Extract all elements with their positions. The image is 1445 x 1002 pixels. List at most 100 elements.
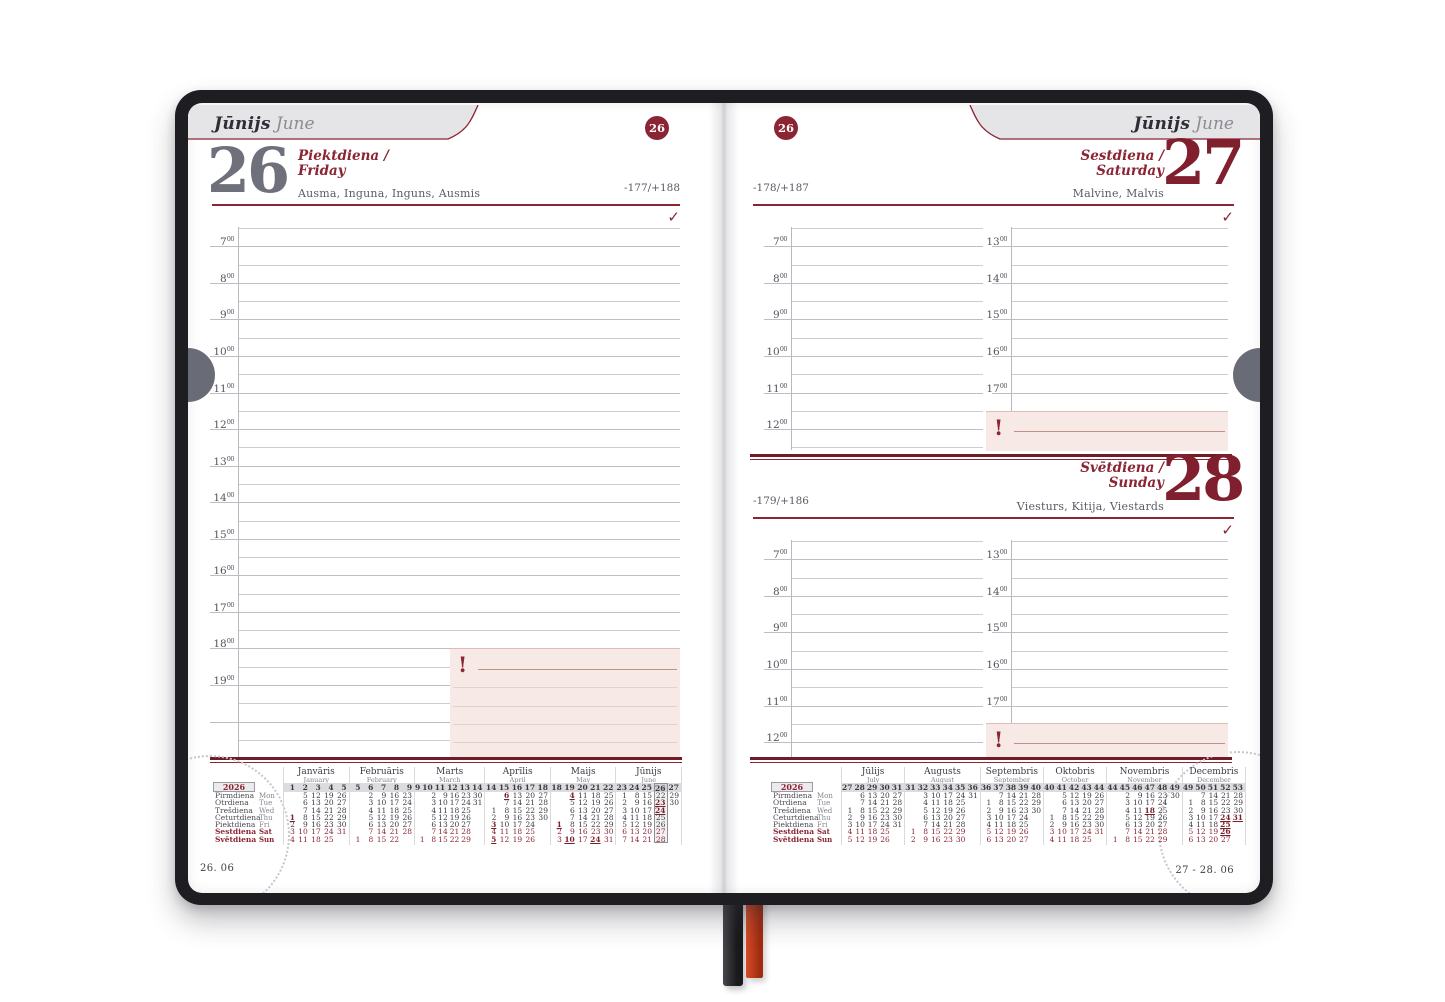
grid-line	[210, 721, 680, 723]
hour-label: 1500	[213, 527, 234, 541]
hour-label: 1100	[213, 381, 234, 395]
weekday-row: Otrdiena Tue	[773, 798, 831, 808]
hour-label: 700	[773, 548, 787, 562]
section-rule	[750, 761, 1232, 763]
hour-label: 1000	[213, 345, 234, 358]
grid-line	[791, 723, 983, 725]
day-divider	[753, 204, 1234, 206]
sun-info: -179/+186	[753, 495, 809, 507]
hour-label: 1300	[986, 548, 1007, 562]
diary-cover: Jūnijs June 26 26 Piektdiena / Friday Aus…	[175, 90, 1273, 905]
weekday-row: Sestdiena Sat	[215, 827, 272, 837]
section-rule	[750, 757, 1232, 760]
mini-month: Novembris November 44 45 46 47 48 49 2 9 16 23 30 3 10…	[1106, 767, 1182, 845]
grid-line	[992, 246, 1228, 248]
grid-line	[1011, 687, 1228, 689]
grid-line	[764, 392, 983, 394]
grid-line	[1011, 301, 1228, 303]
grid-line	[210, 429, 680, 431]
weekday-row: Pirmdiena Mon	[773, 791, 833, 800]
grid-line	[764, 246, 983, 248]
grid-rule	[1011, 227, 1012, 411]
hour-label: 900	[220, 308, 234, 322]
note-line	[1014, 431, 1225, 432]
mini-month: Jūlijs July 27 28 29 30 31 6 13 20 27 7 14 21 28 1 8 15 22…	[841, 767, 905, 845]
grid-line	[210, 611, 680, 613]
hour-label: 700	[773, 235, 787, 249]
weekday-label: Piektdiena / Friday	[298, 149, 389, 179]
weekday-row: Trešdiena Wed	[215, 805, 275, 815]
grid-line	[238, 520, 680, 522]
hour-label: 1100	[766, 381, 787, 395]
note-line	[453, 687, 677, 689]
hour-label: 1000	[766, 345, 787, 358]
weekday-row: Otrdiena Tue	[215, 798, 273, 808]
grid-line	[992, 392, 1228, 394]
grid-rule	[791, 227, 792, 450]
grid-line	[992, 282, 1228, 284]
hour-label: 1600	[986, 658, 1007, 671]
month-banner	[969, 105, 1260, 140]
notes-highlight: !	[986, 411, 1228, 451]
month-banner	[188, 105, 479, 140]
mini-calendar-labels: 2026 Pirmdiena Mon Otrdiena Tue Trešdiena Wed C…	[768, 767, 841, 845]
check-icon: ✓	[667, 208, 680, 226]
day-number: 27	[1162, 126, 1245, 199]
week-badge: 26	[774, 116, 798, 140]
grid-line	[764, 282, 983, 284]
grid-line	[238, 630, 680, 632]
grid-line	[764, 705, 983, 707]
grid-line	[238, 447, 680, 449]
mini-month: Marts March 9 10 11 12 13 14 2 9 16 23 30 3 10 17 24 31 4 1…	[414, 767, 485, 845]
mini-calendar: 2026 Pirmdiena Mon Otrdiena Tue Trešdiena Wed C…	[210, 767, 682, 845]
hour-label: 1700	[986, 381, 1007, 395]
mini-calendar-labels: 2026 Pirmdiena Mon Otrdiena Tue Trešdiena Wed C…	[210, 767, 283, 845]
section-rule	[210, 761, 682, 763]
grid-line	[238, 301, 680, 303]
hour-label: 1300	[986, 235, 1007, 249]
grid-line	[210, 282, 680, 284]
hour-label: 1700	[213, 600, 234, 614]
note-line	[453, 723, 677, 725]
grid-line	[210, 685, 680, 686]
grid-line	[791, 301, 983, 303]
grid-line	[210, 356, 680, 357]
weekday-label: Sestdiena / Saturday	[964, 149, 1164, 179]
day-number: 26	[206, 134, 290, 207]
grid-rule	[238, 227, 239, 757]
month-label: Jūnijs June	[214, 114, 315, 134]
grid-line	[992, 705, 1228, 707]
day-divider	[753, 517, 1234, 519]
grid-line	[1011, 374, 1228, 376]
year-badge: 2026	[213, 782, 255, 792]
grid-line	[238, 374, 680, 376]
weekday-lv: Sestdiena /	[1080, 148, 1164, 164]
grid-line	[764, 632, 983, 634]
weekday-lv: Piektdiena /	[298, 148, 389, 164]
mini-month: Februāris February 5 6 7 8 9 2 9 16 23 3 10 17 24 4 11 18…	[348, 767, 415, 845]
right-page: Jūnijs June 26 27 Sestdiena / Saturday Ma…	[724, 103, 1260, 893]
hour-label: 900	[773, 308, 787, 322]
grid-line	[1011, 650, 1228, 652]
weekday-lv: Svētdiena /	[1080, 460, 1164, 476]
weekday-row: Sestdiena Sat	[773, 827, 830, 837]
weekday-row: Ceturtdiena Thu	[215, 812, 273, 822]
mini-month: Oktobris October 40 41 42 43 44 5 12 19 26 6 13 20 27 7…	[1043, 767, 1107, 845]
grid-line	[791, 687, 983, 689]
grid-line	[1011, 264, 1228, 266]
hour-label: 900	[773, 621, 787, 635]
mini-month: Augusts August 31 32 33 34 35 36 3 10 17 24 31 4 11 18 2…	[904, 767, 980, 845]
alert-mark: !	[994, 415, 1004, 440]
name-days: Viesturs, Kitija, Viestards	[1016, 500, 1164, 513]
grid-line	[1011, 577, 1228, 579]
grid-rule	[1011, 540, 1012, 723]
hour-label: 1200	[213, 418, 234, 432]
grid-line	[210, 392, 680, 394]
grid-line	[764, 356, 983, 357]
grid-line	[791, 264, 983, 266]
hour-label: 1100	[766, 694, 787, 708]
grid-line	[210, 648, 680, 650]
grid-line	[210, 465, 680, 467]
grid-line	[791, 410, 983, 412]
note-line	[478, 669, 677, 670]
